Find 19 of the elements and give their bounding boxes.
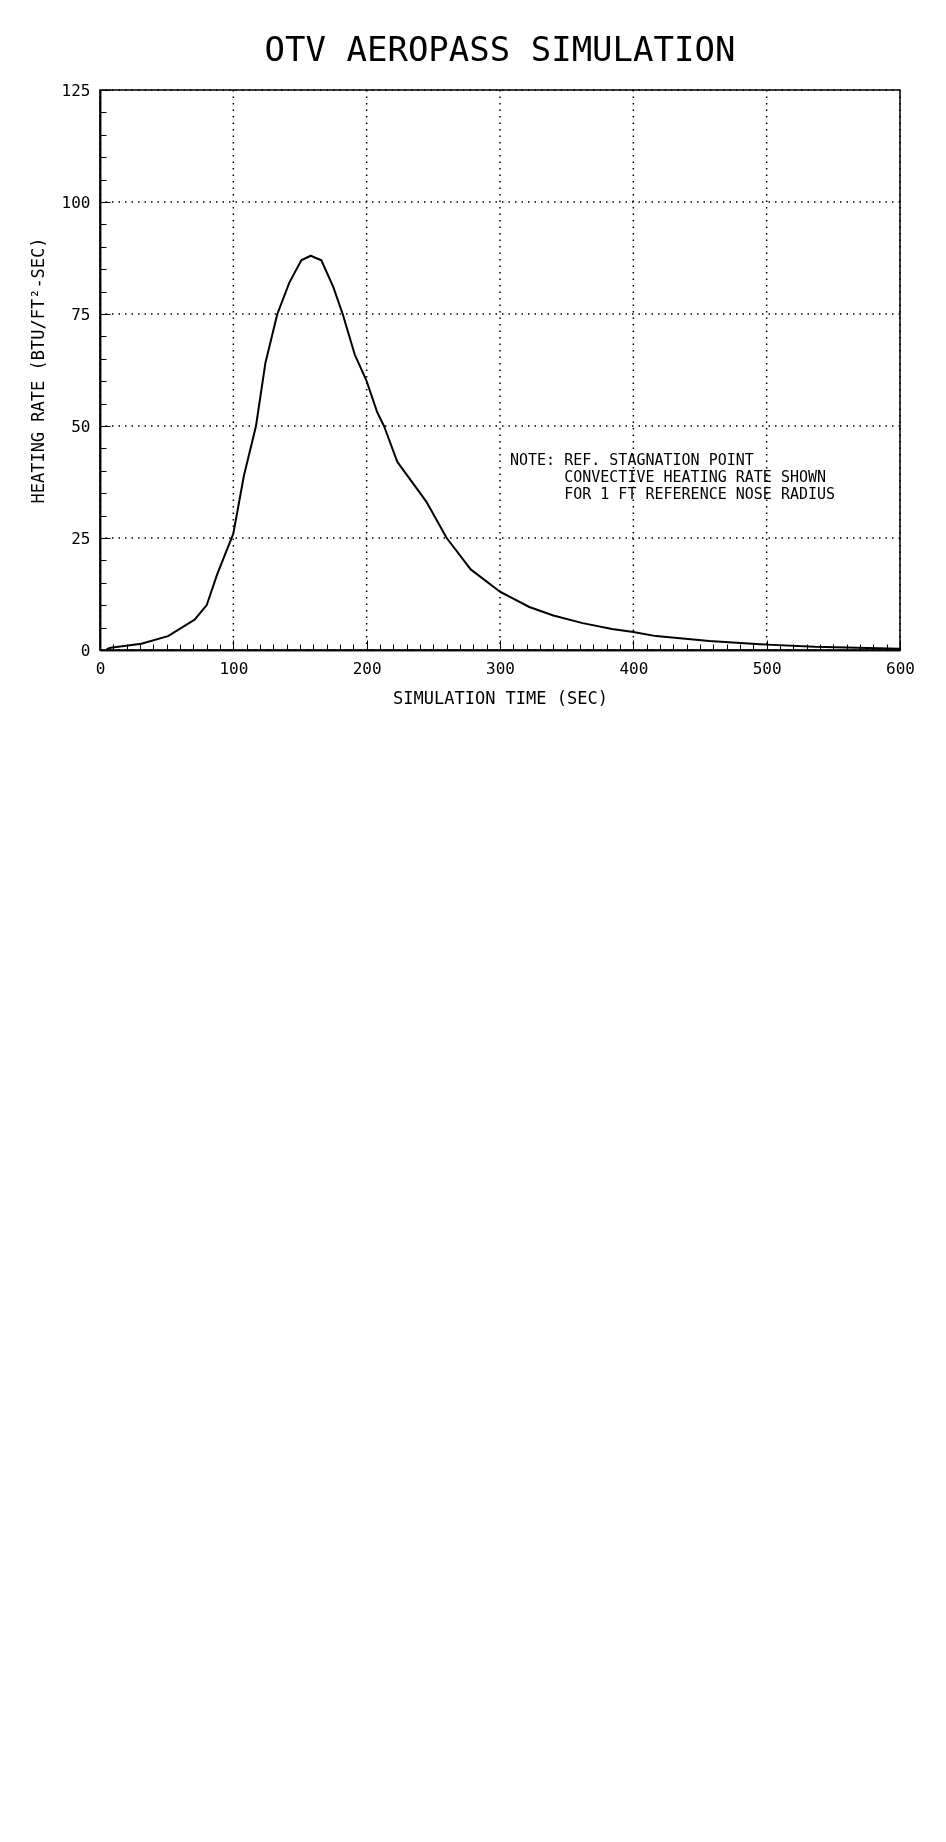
- x-tick-label: 200: [352, 658, 382, 678]
- chart-title: OTV AEROPASS SIMULATION: [264, 29, 736, 69]
- annotation: NOTE: REF. STAGNATION POINT: [510, 451, 754, 469]
- x-tick-label: 300: [486, 658, 515, 678]
- y-tick-label: 25: [71, 528, 91, 548]
- y-axis-title: HEATING RATE (BTU/FT²-SEC): [27, 237, 48, 504]
- y-tick-label: 75: [71, 304, 91, 324]
- annotation: FOR 1 FT REFERENCE NOSE RADIUS: [564, 485, 836, 503]
- x-axis-title: SIMULATION TIME (SEC): [393, 687, 608, 708]
- y-tick-label: 0: [80, 640, 91, 660]
- x-tick-label: 500: [752, 658, 782, 678]
- x-tick-label: 400: [619, 658, 649, 678]
- y-tick-label: 125: [61, 80, 91, 100]
- x-tick-label: 0: [95, 658, 106, 678]
- x-tick-label: 600: [886, 658, 915, 678]
- y-tick-label: 50: [71, 416, 91, 436]
- annotation: CONVECTIVE HEATING RATE SHOWN: [564, 468, 827, 486]
- y-tick-label: 100: [61, 192, 91, 212]
- x-tick-label: 100: [219, 658, 249, 678]
